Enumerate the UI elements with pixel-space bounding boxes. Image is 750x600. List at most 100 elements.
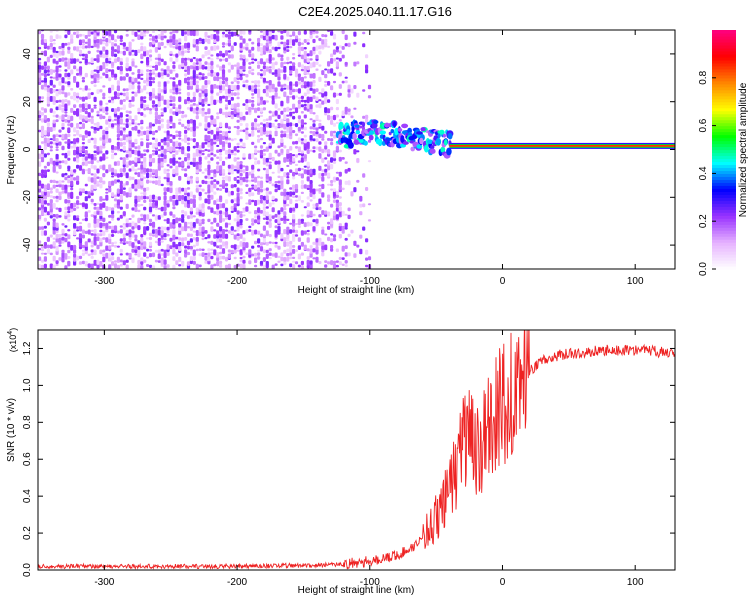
spectrogram-cell: [143, 167, 147, 173]
spectrogram-cell: [286, 241, 290, 247]
spectrogram-cell: [289, 65, 293, 71]
spectrogram-cell: [324, 149, 328, 153]
spectrogram-cell: [137, 30, 141, 33]
spectrogram-cell: [143, 206, 147, 211]
spectrogram-cell: [189, 76, 193, 80]
spectrogram-cell: [362, 173, 366, 178]
spectrogram-cell: [90, 45, 94, 48]
spectrogram-cell: [105, 222, 109, 229]
spectrogram-cell: [201, 64, 205, 70]
spectrogram-cell: [70, 141, 74, 144]
colorbar-swatch: [712, 122, 736, 127]
spectrogram-cell: [289, 95, 293, 98]
spectrogram-cell: [116, 96, 120, 100]
spectrogram-cell: [198, 122, 202, 127]
spectrogram-cell: [93, 184, 97, 190]
spectrogram-cell: [318, 237, 322, 243]
spectrogram-cell: [277, 76, 281, 81]
spectrogram-cell: [277, 260, 281, 263]
spectrogram-cell: [286, 172, 290, 176]
spectrogram-cell: [119, 248, 123, 253]
spectrogram-cell: [102, 226, 106, 229]
spectrogram-cell: [181, 260, 185, 267]
spectrogram-cell: [169, 211, 173, 216]
spectrogram-cell: [286, 194, 290, 201]
spectrogram-cell: [233, 203, 237, 208]
spectrogram-cell: [332, 134, 337, 139]
spectrogram-cell: [73, 215, 77, 221]
spectrogram-cell: [134, 249, 138, 254]
spectrogram-cell: [157, 179, 161, 184]
spectrogram-cell: [67, 218, 71, 222]
spectrogram-cell: [312, 188, 316, 195]
spectrogram-cell: [356, 150, 360, 153]
spectrogram-cell: [166, 200, 170, 204]
spectrogram-cell: [163, 154, 167, 159]
spectrogram-cell: [99, 89, 103, 93]
spectrogram-cell: [204, 53, 208, 57]
spectrogram-cell: [224, 256, 229, 262]
spectrogram-cell: [96, 110, 100, 114]
spectrogram-cell: [259, 149, 264, 156]
spectrogram-cell: [169, 95, 173, 100]
spectrogram-cell: [99, 249, 103, 255]
spectrogram-cell: [93, 165, 97, 170]
spectrogram-cell: [210, 84, 214, 91]
spectrogram-cell: [128, 115, 132, 121]
spectrogram-cell: [233, 138, 237, 141]
spectrogram-cell: [254, 161, 258, 165]
spectrogram-cell: [113, 53, 118, 58]
colorbar-swatch: [712, 53, 736, 58]
spectrogram-cell: [210, 64, 214, 70]
spectrogram-cell: [259, 53, 264, 56]
spectrogram-cell: [224, 217, 229, 220]
spectrogram-cell: [309, 87, 313, 91]
spectrogram-cell: [186, 180, 191, 185]
spectrogram-cell: [172, 45, 176, 49]
spectrogram-cell: [286, 95, 290, 101]
spectrogram-cell: [119, 138, 123, 142]
spectrogram-cell: [280, 41, 284, 45]
spectrogram-cell: [52, 137, 56, 142]
spectrogram-cell: [242, 264, 246, 269]
spectrogram-cell: [119, 195, 123, 201]
spectrogram-cell: [338, 156, 342, 162]
spectrogram-cell: [61, 85, 65, 91]
spectrogram-cell: [230, 168, 234, 175]
spectrogram-cell: [78, 188, 83, 192]
spectrogram-cell: [172, 77, 176, 80]
spectrogram-cell: [251, 130, 255, 136]
snr-y-multiplier: (x104): [7, 328, 18, 352]
spectrogram-cell: [125, 150, 129, 154]
spectrogram-cell: [318, 214, 322, 218]
spectrogram-cell: [324, 264, 328, 268]
spectrogram-cell: [122, 88, 126, 92]
spectrogram-cell: [239, 169, 243, 173]
spectrogram-cell: [116, 141, 120, 147]
spectrogram-cell: [216, 57, 220, 60]
spectrogram-cell: [76, 129, 80, 136]
spectrogram-cell: [416, 131, 423, 135]
spectrogram-cell: [119, 188, 123, 195]
spectrogram-cell: [137, 123, 141, 126]
spectrogram-cell: [113, 241, 118, 244]
spectrogram-cell: [283, 46, 287, 51]
colorbar-swatch: [712, 56, 736, 61]
spectrogram-cell: [157, 100, 161, 106]
spectrogram-cell: [303, 47, 307, 50]
spectrogram-cell: [64, 199, 68, 204]
spectrogram-cell: [204, 252, 208, 256]
spectrogram-cell: [265, 261, 269, 266]
spectrogram-cell: [163, 35, 167, 39]
spectrogram-cell: [111, 229, 115, 234]
spectrogram-cell: [306, 256, 310, 260]
spectrogram-cell: [108, 256, 112, 262]
spectrogram-cell: [292, 39, 296, 45]
spectrogram-cell: [169, 165, 173, 169]
spectrogram-cell: [78, 222, 83, 225]
spectrogram-cell: [306, 42, 310, 45]
spectrogram-cell: [227, 34, 231, 40]
spectrogram-cell: [277, 81, 281, 87]
colorbar-swatch: [712, 68, 736, 73]
spectrogram-cell: [268, 130, 272, 135]
